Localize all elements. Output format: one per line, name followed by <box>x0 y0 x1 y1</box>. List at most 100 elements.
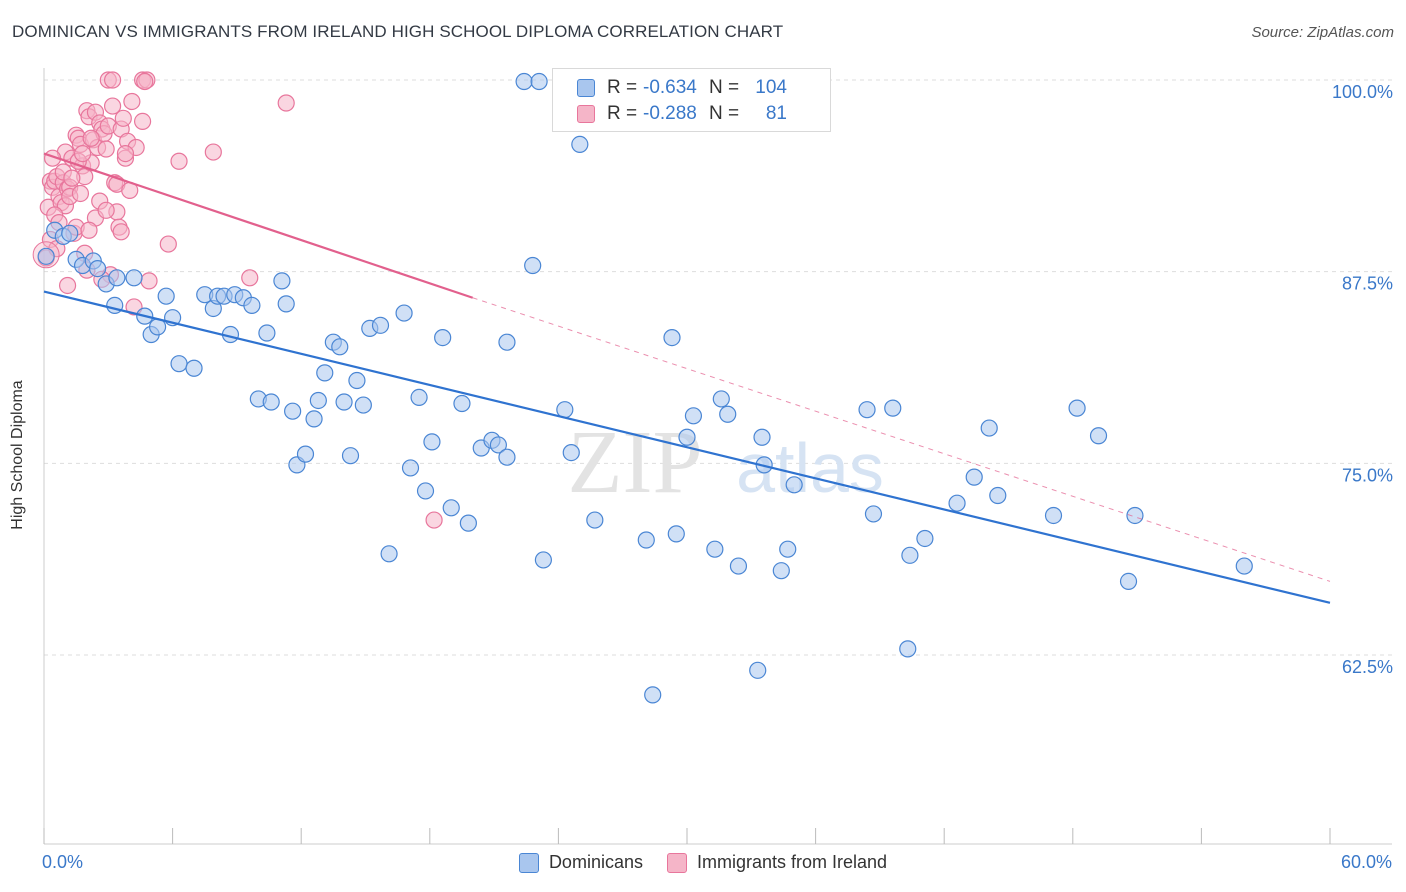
dominican-point <box>637 531 655 549</box>
ireland-point <box>58 276 77 295</box>
dominican-point <box>273 272 291 290</box>
legend-r-value: -0.634 <box>643 77 697 98</box>
dominican-point <box>884 399 902 417</box>
ireland-point <box>133 112 152 131</box>
ireland-point <box>170 152 188 170</box>
dominican-point <box>277 295 295 313</box>
dominican-point <box>667 525 685 543</box>
dominican-point <box>1126 506 1144 525</box>
dominican-point <box>108 269 126 287</box>
legend-row-ireland: R = -0.288 N = 81 <box>577 103 787 125</box>
dominican-point <box>423 433 441 451</box>
dominican-point <box>772 562 790 580</box>
legend-swatch-blue <box>518 852 539 873</box>
y-tick-label: 75.0% <box>1342 465 1393 485</box>
dominican-point <box>1044 506 1063 525</box>
trend-line-ireland <box>43 152 474 299</box>
dominican-point <box>243 296 261 314</box>
legend-label-dominicans: Dominicans <box>548 852 643 872</box>
ireland-point <box>116 145 135 163</box>
y-tick-label: 62.5% <box>1342 657 1393 677</box>
dominican-point <box>1068 399 1086 417</box>
ireland-point <box>136 72 154 91</box>
dominican-point <box>712 390 730 408</box>
dominican-point <box>309 391 327 410</box>
dominican-point <box>749 661 767 679</box>
dominican-point <box>401 459 420 477</box>
dominican-point <box>395 304 413 322</box>
dominican-point <box>989 486 1007 505</box>
legend-swatch-pink <box>666 852 687 873</box>
dominican-point <box>296 445 315 463</box>
ireland-point <box>140 272 158 290</box>
ireland-point <box>103 71 122 89</box>
ireland-point <box>241 269 259 287</box>
dominican-point <box>562 444 580 462</box>
dominican-point <box>899 640 917 658</box>
ireland-point <box>114 109 132 127</box>
dominican-point <box>498 448 516 466</box>
chart-title: DOMINICAN VS IMMIGRANTS FROM IRELAND HIG… <box>12 22 784 41</box>
dominican-point <box>185 359 203 377</box>
dominican-point <box>498 333 516 351</box>
legend-r-value: -0.288 <box>643 103 697 124</box>
legend-swatch-blue <box>577 79 595 97</box>
dominican-point <box>534 551 552 569</box>
grid-lines <box>44 79 1392 656</box>
dominican-point <box>157 287 175 305</box>
dominican-point <box>442 499 460 517</box>
chart-source: Source: ZipAtlas.com <box>1251 24 1394 41</box>
ireland-point <box>103 97 122 115</box>
dominican-point <box>125 269 143 287</box>
dominican-point <box>965 468 983 486</box>
dominican-point <box>586 511 604 529</box>
ireland-point <box>204 143 222 161</box>
ireland-point <box>82 129 100 147</box>
dominican-point <box>1235 557 1253 575</box>
y-tick-label: 87.5% <box>1342 274 1393 294</box>
ireland-point <box>63 169 81 187</box>
dominican-point <box>459 514 477 532</box>
legend-series: Dominicans Immigrants from Ireland <box>0 852 1406 873</box>
dominican-point <box>980 419 998 437</box>
ireland-point <box>159 235 177 253</box>
dominican-point <box>864 505 883 523</box>
dominican-point <box>305 410 323 428</box>
dominican-point <box>785 476 803 494</box>
dominican-point <box>524 256 542 275</box>
dominican-point <box>753 428 771 446</box>
dominican-point <box>284 402 302 420</box>
dominican-point <box>948 494 966 512</box>
dominican-point <box>61 224 79 242</box>
dominican-point <box>644 686 662 704</box>
dominican-point <box>335 393 353 411</box>
y-tick-labels: 62.5% 75.0% 87.5% 100.0% <box>1332 82 1393 677</box>
legend-item-ireland[interactable]: Immigrants from Ireland <box>666 852 888 873</box>
dominican-point <box>684 407 703 425</box>
legend-r-label: R = <box>607 103 638 124</box>
dominican-point <box>410 388 428 406</box>
dominican-point <box>858 401 876 419</box>
trend-line-ireland-extended <box>472 297 1331 582</box>
dominican-point <box>170 355 188 373</box>
dominican-point <box>729 557 748 575</box>
dominican-point <box>515 72 533 91</box>
dominican-point <box>348 371 366 390</box>
legend-n-label: N = <box>709 77 740 98</box>
ireland-point <box>277 94 295 112</box>
dominican-point <box>489 436 507 454</box>
legend-stats: R = -0.634 N = 104 R = -0.288 N = 81 <box>552 68 831 132</box>
axes <box>43 68 1392 845</box>
dominican-point <box>901 546 919 564</box>
dominican-point <box>262 393 280 411</box>
dominican-point <box>37 247 55 265</box>
legend-label-ireland: Immigrants from Ireland <box>696 852 888 872</box>
dominican-point <box>380 545 398 563</box>
dominican-point <box>416 482 435 500</box>
legend-item-dominicans[interactable]: Dominicans <box>518 852 643 873</box>
dominican-point <box>706 540 724 558</box>
dominican-point <box>530 72 548 91</box>
series-dominicans-points <box>37 72 1253 704</box>
ireland-point <box>97 140 115 158</box>
